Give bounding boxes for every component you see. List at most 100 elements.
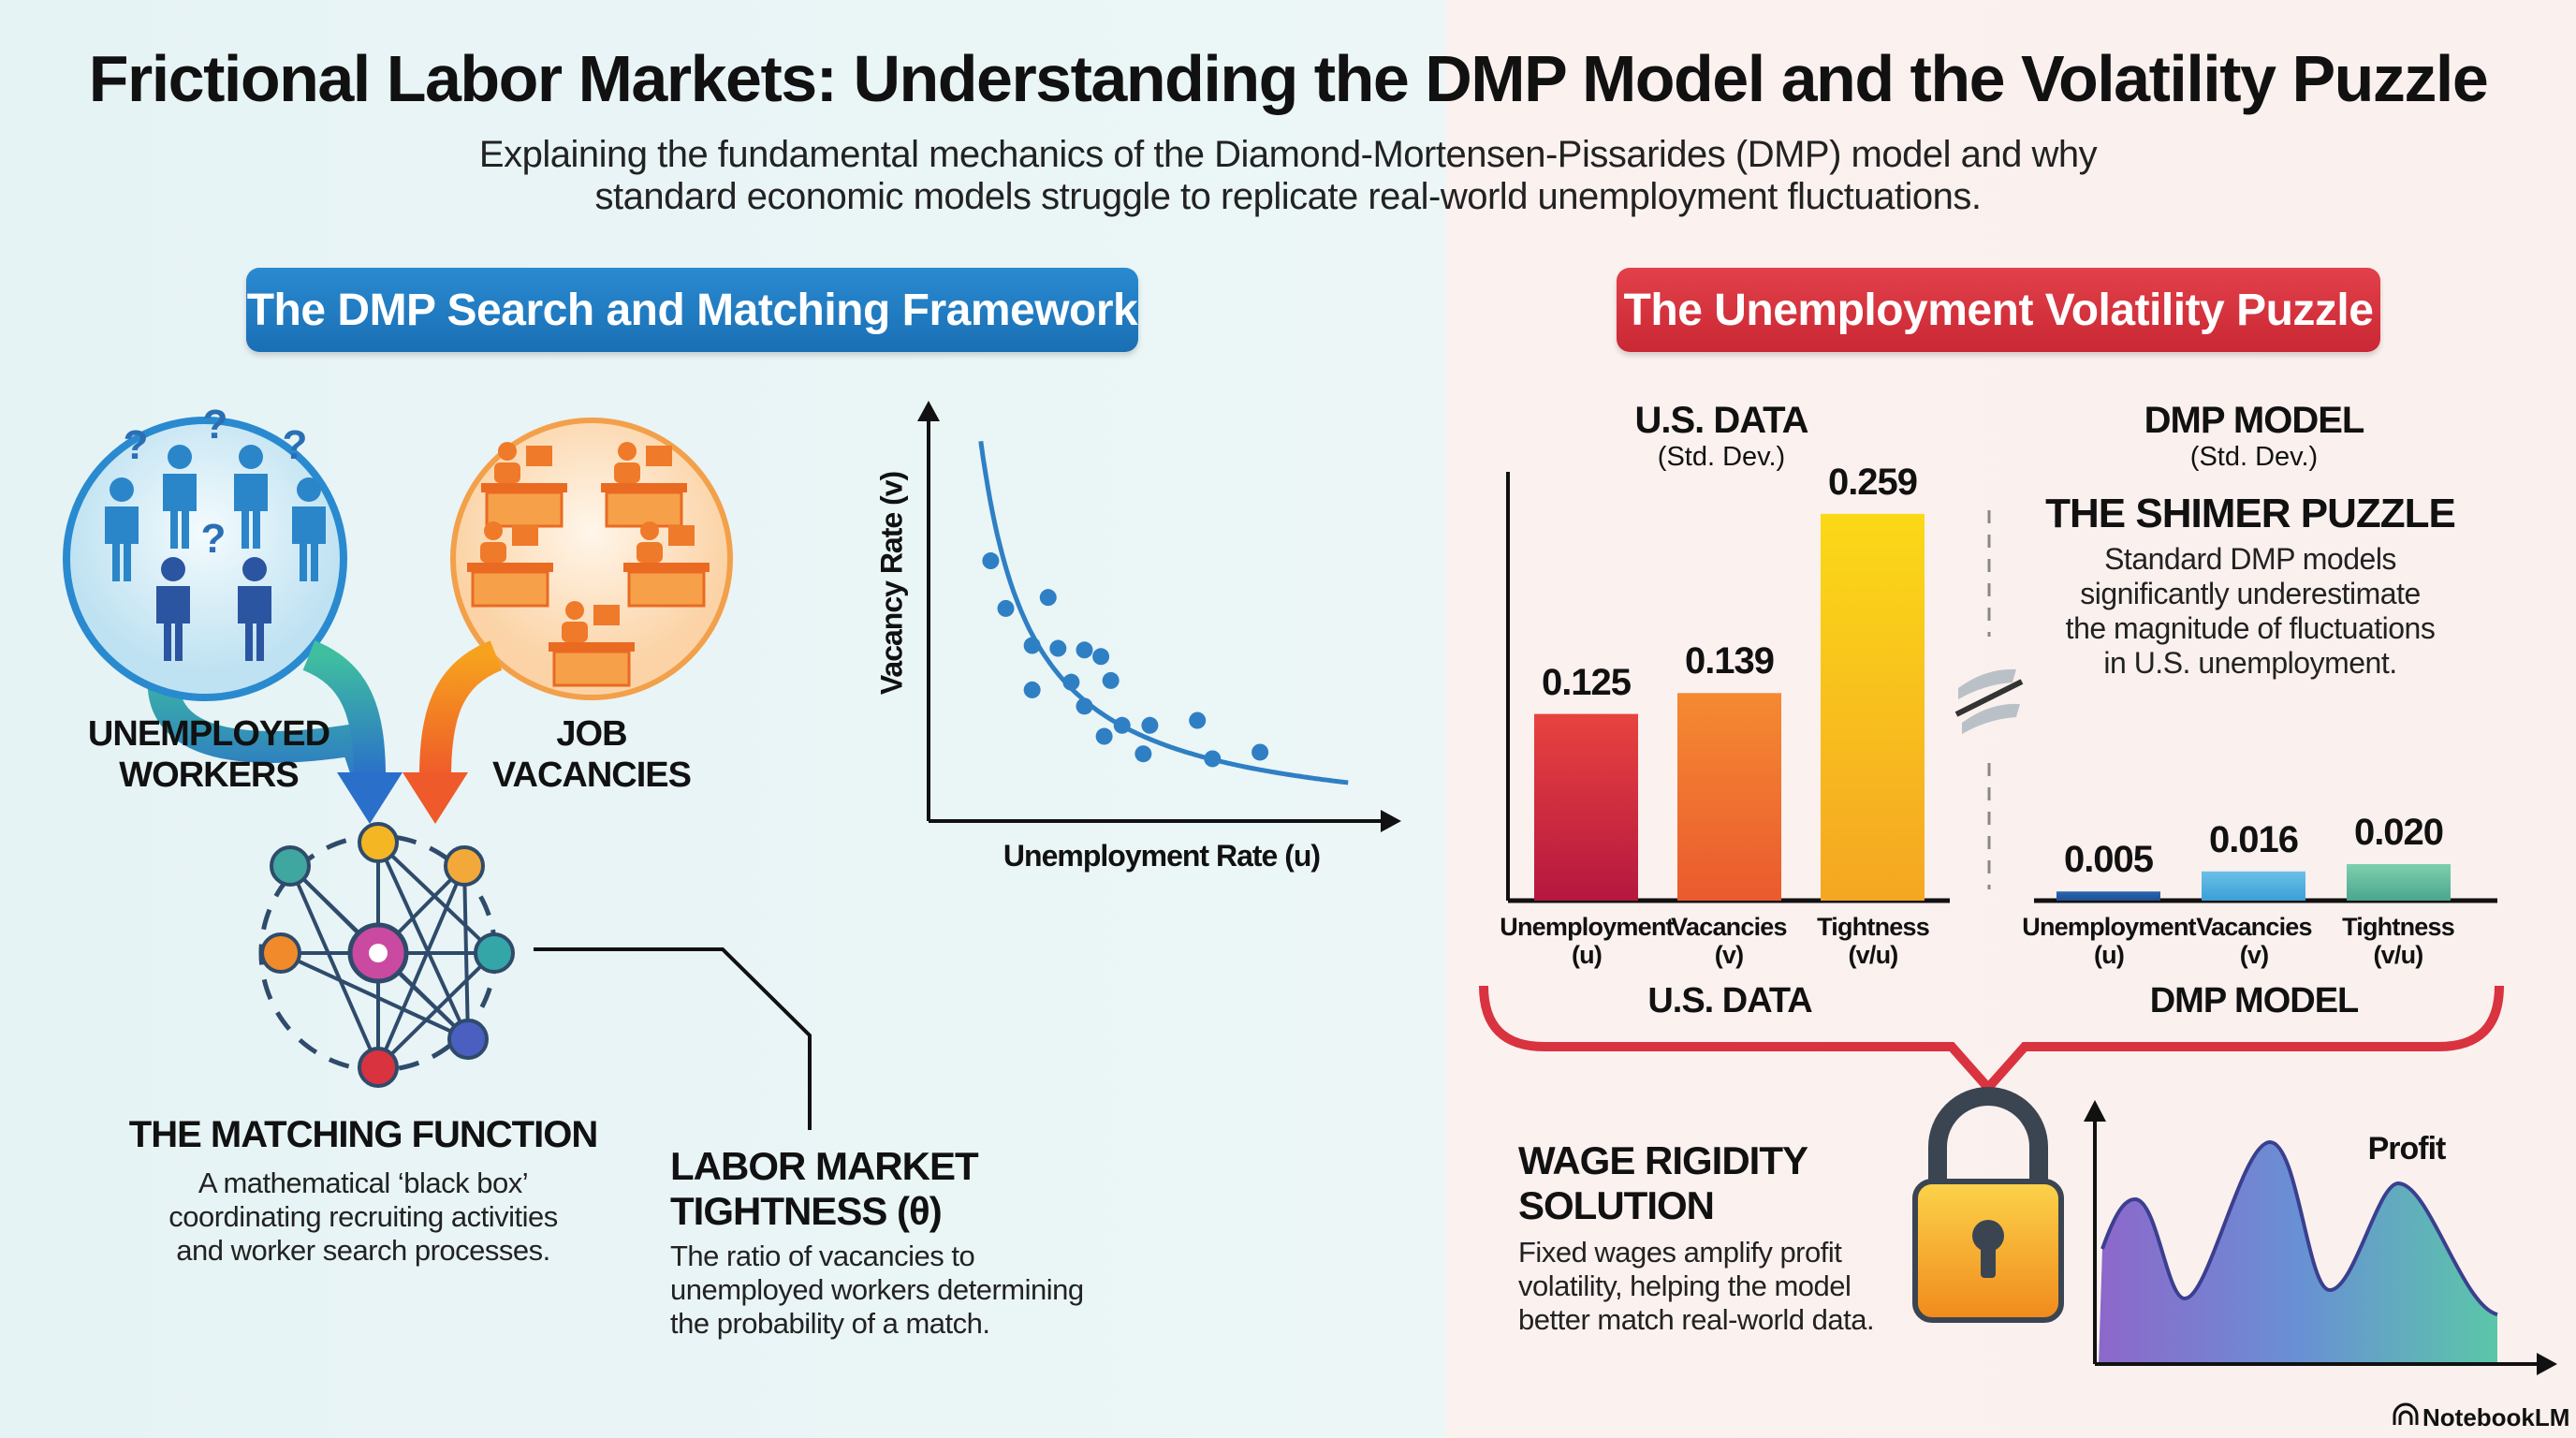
us-data-title: U.S. DATA [1634, 400, 1808, 441]
scatter-point [1062, 673, 1080, 691]
desk-top [601, 483, 687, 492]
bar-value-label: 0.005 [2063, 839, 2154, 881]
lock-icon [1912, 1087, 2064, 1323]
network-node [270, 845, 311, 887]
wage-rigidity-title: WAGE RIGIDITY SOLUTION [1518, 1138, 1808, 1227]
worker-head [618, 442, 637, 461]
page-title: Frictional Labor Markets: Understanding … [88, 42, 2489, 115]
person-head [161, 557, 185, 581]
subtitle-line: Explaining the fundamental mechanics of … [478, 134, 2098, 175]
person-icon [105, 477, 139, 581]
network-node [447, 1019, 489, 1060]
person-body [163, 474, 197, 549]
section-title-volatility-puzzle: The Unemployment Volatility Puzzle [1617, 268, 2380, 352]
network-node [358, 1047, 399, 1088]
worker-body [637, 542, 663, 563]
worker-head [498, 442, 517, 461]
desk-top [623, 563, 710, 572]
worker-body [614, 462, 640, 483]
us-data-footer: U.S. DATA [1647, 981, 1812, 1020]
monitor [593, 605, 620, 625]
desk-body [605, 491, 683, 528]
scatter-point [1251, 743, 1269, 761]
worker-head [640, 521, 659, 540]
desk-icon [481, 442, 567, 528]
bar-tightness [2347, 864, 2451, 901]
desk-icon [549, 601, 635, 687]
y-axis-arrow-icon [917, 401, 940, 421]
bar-value-label: 0.016 [2208, 818, 2299, 860]
person-head [242, 557, 267, 581]
person-icon [156, 557, 190, 661]
matching-network-icon [258, 822, 515, 1088]
bar-value-label: 0.139 [1684, 640, 1775, 682]
network-node [260, 932, 301, 974]
bar-value-label: 0.125 [1541, 661, 1632, 703]
person-body [292, 506, 326, 581]
network-link [280, 951, 469, 1041]
question-mark-icon: ? [283, 422, 308, 468]
matching-function-title: THE MATCHING FUNCTION [128, 1114, 598, 1155]
question-mark-icon: ? [201, 516, 227, 562]
bar-category-label: Unemployment (u) [1500, 913, 1674, 969]
profit-label: Profit [2367, 1131, 2447, 1167]
notebooklm-logo-icon [2393, 1402, 2419, 1425]
desk-icon [467, 521, 553, 608]
scatter-point [1092, 648, 1110, 666]
tightness-description: The ratio of vacancies to unemployed work… [670, 1240, 1084, 1340]
worker-body [480, 542, 506, 563]
scatter-point [1076, 697, 1093, 715]
network-link [376, 841, 496, 955]
scatter-y-axis-label: Vacancy Rate (v) [874, 471, 909, 696]
person-body [238, 586, 271, 661]
scatter-point [1102, 671, 1120, 689]
x-axis-arrow-icon [1381, 810, 1401, 832]
network-hub-center [369, 944, 388, 962]
wage-rigidity-description: Fixed wages amplify profit volatility, he… [1518, 1236, 1875, 1336]
beveridge-curve-chart [917, 401, 1401, 832]
question-mark-icon: ? [203, 402, 228, 448]
network-link [288, 865, 380, 1068]
bar-category-label: Unemployment (u) [2022, 913, 2196, 969]
unemployed-workers-icon: ???? [63, 402, 390, 801]
bar-category-label: Vacancies (v) [2196, 913, 2312, 969]
profit-chart [2084, 1100, 2557, 1375]
arrow-vacancies-to-matching [419, 640, 503, 778]
desk-top [467, 563, 553, 572]
monitor [526, 446, 552, 466]
bar-vacancies [1677, 693, 1781, 901]
monitor [668, 525, 695, 546]
not-equal-icon [1954, 668, 2024, 734]
network-link [376, 842, 470, 1040]
question-mark-icon: ? [124, 422, 149, 468]
shimer-puzzle-description: Standard DMP models significantly underes… [2065, 542, 2436, 680]
network-node [474, 932, 515, 974]
desk-top [481, 483, 567, 492]
scatter-point [997, 599, 1015, 617]
network-node [358, 822, 399, 863]
person-head [110, 477, 134, 502]
dmp-model-title: DMP MODEL [2144, 400, 2365, 441]
profit-wave [2099, 1142, 2497, 1364]
desk-body [485, 491, 564, 528]
dmp-model-subtitle: (Std. Dev.) [2189, 442, 2319, 472]
desk-body [627, 570, 706, 608]
scatter-point [1023, 681, 1041, 698]
person-head [168, 445, 192, 469]
monitor [512, 525, 538, 546]
person-head [239, 445, 263, 469]
notebooklm-brand: NotebookLM [2422, 1403, 2570, 1431]
person-icon [234, 445, 268, 549]
scatter-point [1095, 727, 1113, 745]
bar-tightness [1821, 513, 1925, 901]
bar-unemployment [1534, 713, 1638, 901]
scatter-point [1049, 639, 1067, 657]
desk-icon [623, 521, 710, 608]
bar-value-label: 0.020 [2353, 812, 2444, 853]
worker-body [494, 462, 520, 483]
dmp-model-footer: DMP MODEL [2149, 981, 2360, 1020]
scatter-point [1076, 641, 1093, 659]
us-data-subtitle: (Std. Dev.) [1657, 442, 1786, 472]
bar-value-label: 0.259 [1827, 461, 1918, 503]
scatter-point [1141, 716, 1159, 734]
